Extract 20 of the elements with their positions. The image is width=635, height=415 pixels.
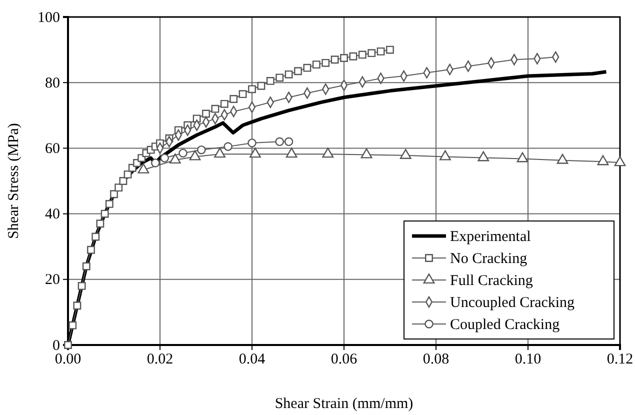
x-tick-label: 0.02 <box>146 352 174 368</box>
legend-label: Experimental <box>450 229 531 245</box>
x-axis-title: Shear Strain (mm/mm) <box>274 396 414 412</box>
x-tick-label: 0.12 <box>606 352 634 368</box>
y-tick-label: 40 <box>45 206 60 223</box>
y-tick-label: 20 <box>45 272 60 288</box>
x-tick-label: 0.10 <box>514 352 542 368</box>
x-tick-label: 0.08 <box>422 352 450 368</box>
y-tick-label: 100 <box>38 10 60 26</box>
y-tick-label: 80 <box>45 75 60 92</box>
legend-label: Uncoupled Cracking <box>450 295 576 311</box>
y-tick-label: 60 <box>45 141 60 157</box>
legend-label: Coupled Cracking <box>450 317 560 333</box>
legend-label: Full Cracking <box>450 273 534 289</box>
x-tick-label: 0.04 <box>238 352 266 368</box>
legend-label: No Cracking <box>450 251 528 267</box>
y-axis-title: Shear Stress (MPa) <box>6 123 22 239</box>
x-tick-label: 0.00 <box>54 352 82 368</box>
x-tick-label: 0.06 <box>330 352 358 368</box>
y-tick-label: 0 <box>52 338 60 354</box>
